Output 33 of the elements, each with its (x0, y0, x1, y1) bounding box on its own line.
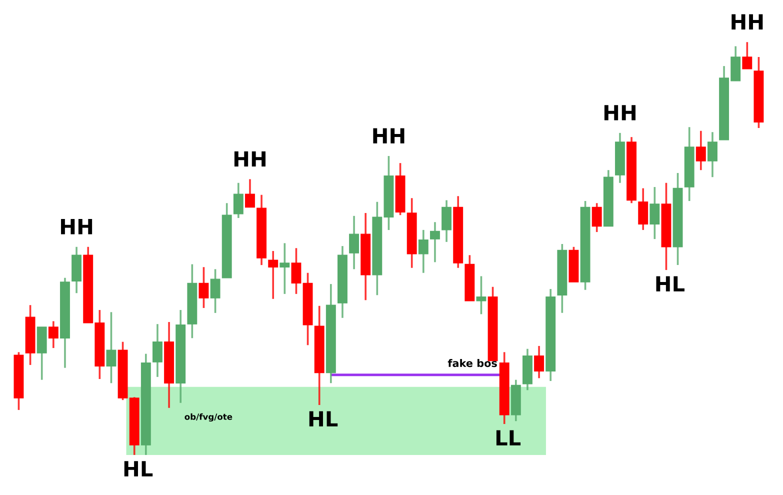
annotation: LL (496, 430, 521, 446)
candlestick (534, 345, 544, 380)
text: HH (732, 14, 763, 30)
text: HL (124, 461, 153, 476)
candlestick (638, 187, 648, 231)
candlestick (106, 311, 116, 384)
candlestick (233, 182, 244, 219)
candlestick (430, 221, 440, 264)
annotation: HH (234, 151, 266, 167)
candlestick (280, 242, 290, 295)
candlestick (48, 320, 58, 349)
ref-line-label: fake bos (448, 359, 497, 368)
annotation: HH (61, 219, 92, 234)
candlestick (245, 178, 255, 208)
candlestick (349, 215, 360, 270)
candlestick (210, 268, 220, 314)
candlestick (696, 130, 706, 171)
candlestick (268, 250, 278, 300)
candlestick (152, 323, 162, 378)
candlestick (442, 199, 452, 243)
annotation: HL (309, 411, 338, 426)
candlestick (707, 131, 718, 178)
candlestick (291, 247, 302, 295)
candlestick (592, 202, 602, 233)
annotation: HH (604, 105, 636, 120)
candlestick (742, 41, 752, 70)
annotation: HL (656, 276, 684, 292)
candlestick (650, 186, 660, 240)
candlestick (418, 229, 428, 274)
band-label: ob/fvg/ote (184, 413, 232, 422)
annotation: HH (373, 128, 404, 144)
candlestick (198, 266, 209, 309)
candlestick (476, 275, 486, 316)
